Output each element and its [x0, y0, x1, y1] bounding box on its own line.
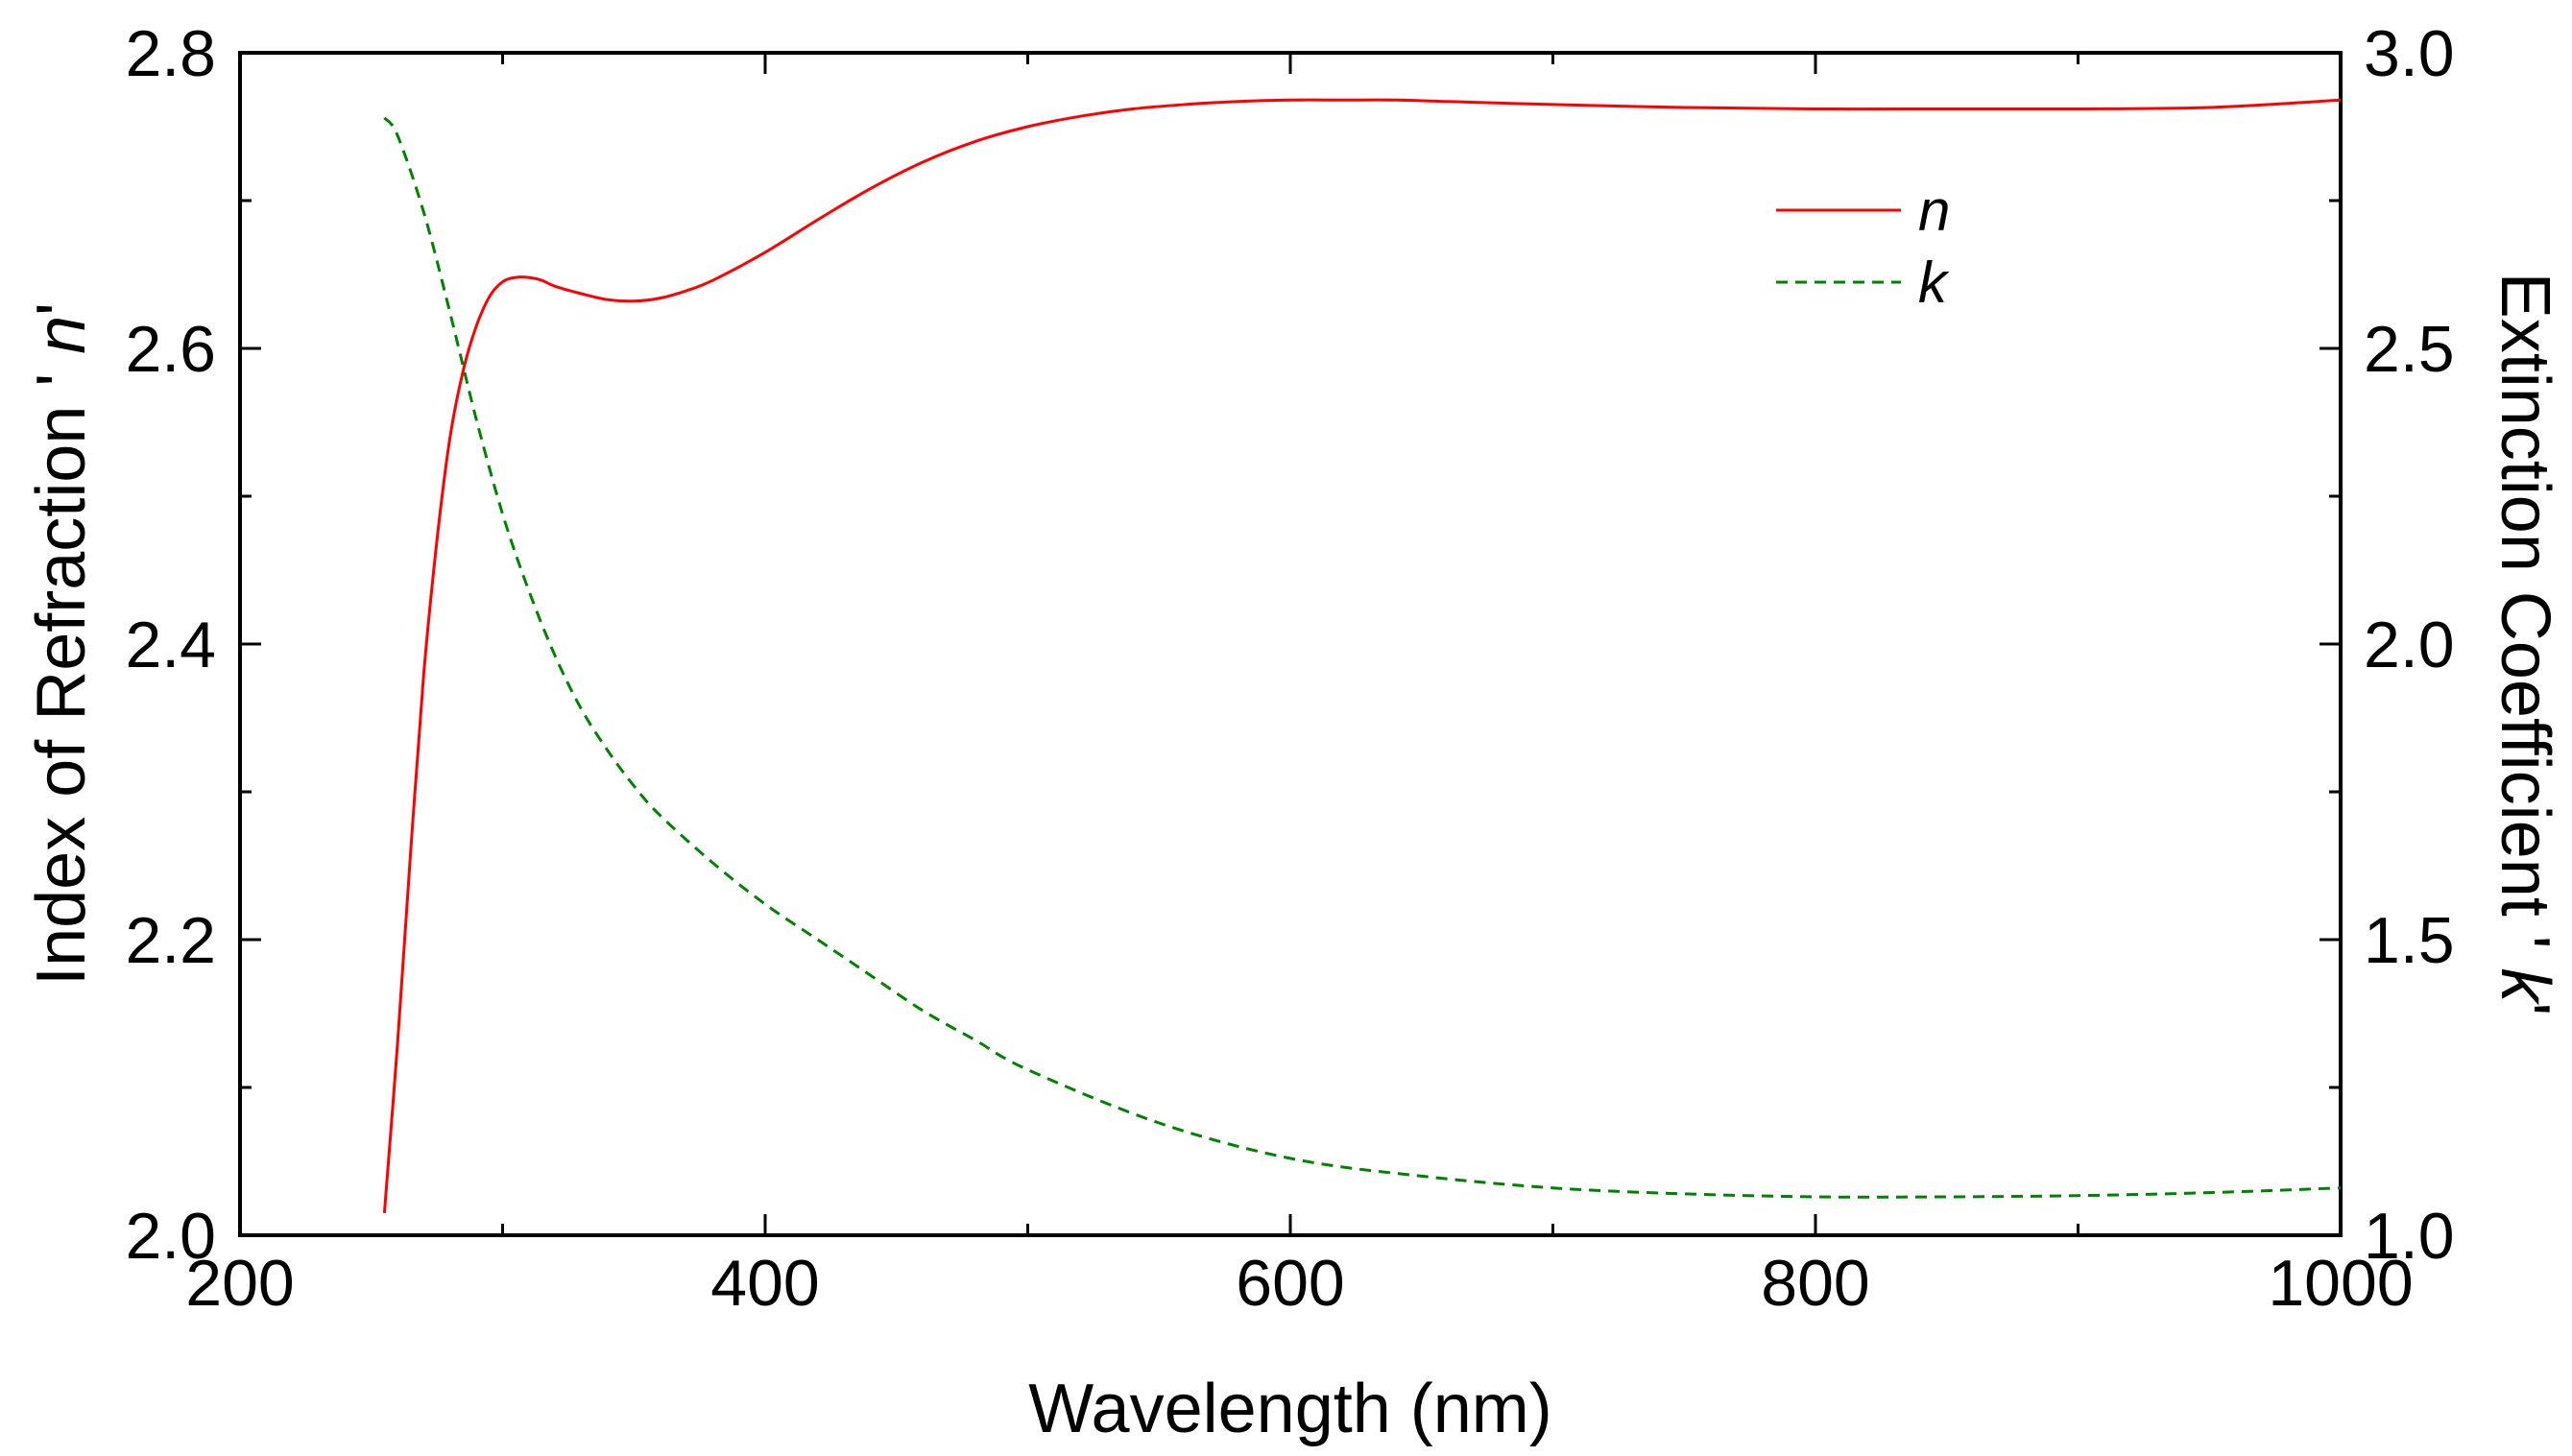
legend-k-label: k	[1918, 251, 1950, 315]
left-axis-title-var: n	[23, 316, 100, 354]
series-n-line	[382, 98, 2342, 1214]
x-tick-label: 600	[1236, 1247, 1344, 1320]
right-axis-title: Extinction Coefficient ' k'	[2487, 273, 2563, 1016]
x-tick-label: 1000	[2268, 1247, 2413, 1320]
left-axis-title-text: Index of Refraction '	[23, 354, 100, 986]
right-axis-title-text: Extinction Coefficient '	[2487, 273, 2563, 968]
x-tick-label: 800	[1761, 1247, 1869, 1320]
y-left-tick-label: 2.8	[125, 17, 216, 90]
y-right-tick-label: 2.5	[2364, 313, 2455, 386]
plot-frame	[238, 51, 2343, 1237]
y-left-tick-label: 2.4	[125, 609, 216, 681]
tick-marks	[238, 51, 2343, 1237]
y-right-tick-label: 1.0	[2364, 1200, 2455, 1273]
series-group	[382, 98, 2342, 1214]
y-right-tick-label: 1.5	[2364, 904, 2455, 977]
right-axis-title-var: k	[2487, 968, 2563, 1007]
left-axis-title: Index of Refraction ' n'	[23, 302, 100, 986]
right-axis-title-suffix: '	[2487, 1003, 2563, 1016]
y-left-tick-label: 2.0	[125, 1200, 216, 1273]
y-right-tick-label: 2.0	[2364, 609, 2455, 681]
x-axis-title: Wavelength (nm)	[1028, 1371, 1552, 1447]
x-tick-label: 200	[185, 1247, 294, 1320]
left-axis-title-suffix: '	[23, 302, 100, 316]
y-right-tick-label: 3.0	[2364, 17, 2455, 90]
x-tick-label: 400	[710, 1247, 819, 1320]
series-k-line	[383, 116, 2342, 1199]
legend: n k	[1776, 179, 1950, 315]
y-left-tick-label: 2.6	[125, 313, 216, 386]
y-left-tick-label: 2.2	[125, 904, 216, 977]
legend-n-label: n	[1918, 179, 1950, 243]
tick-labels: 200 400 600 800 1000 2.0 2.2 2.4 2.6 2.8 1.0 1.5 2.0…	[125, 17, 2454, 1320]
